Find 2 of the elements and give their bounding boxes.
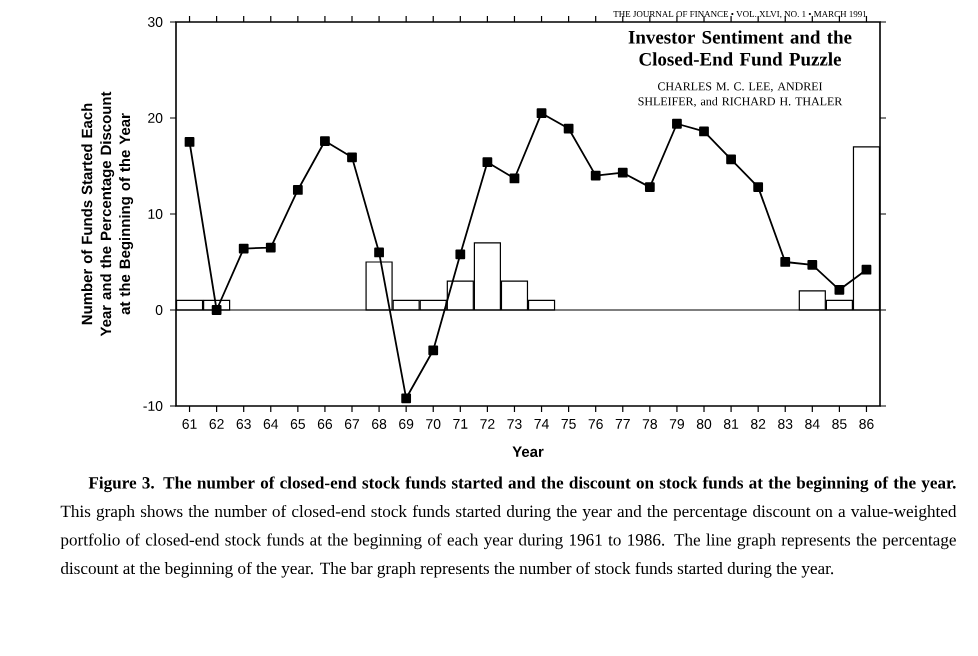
text: Figure 3. The number of closed-end stock funds started and the discount on stock funds at the beginning of the year. This graph shows the number of closed-end stock funds started during the year and the percentage discount on a value-weighted portfolio of closed-end stock funds at the beginning of each year during 1961 to 1986. The line graph represents the percentage discount at the beginning of the year. The bar graph represents the number of stock funds started during the year. [60, 476, 957, 578]
annotation: Investor Sentiment and the Closed-End Fund Puzzle [628, 30, 852, 66]
